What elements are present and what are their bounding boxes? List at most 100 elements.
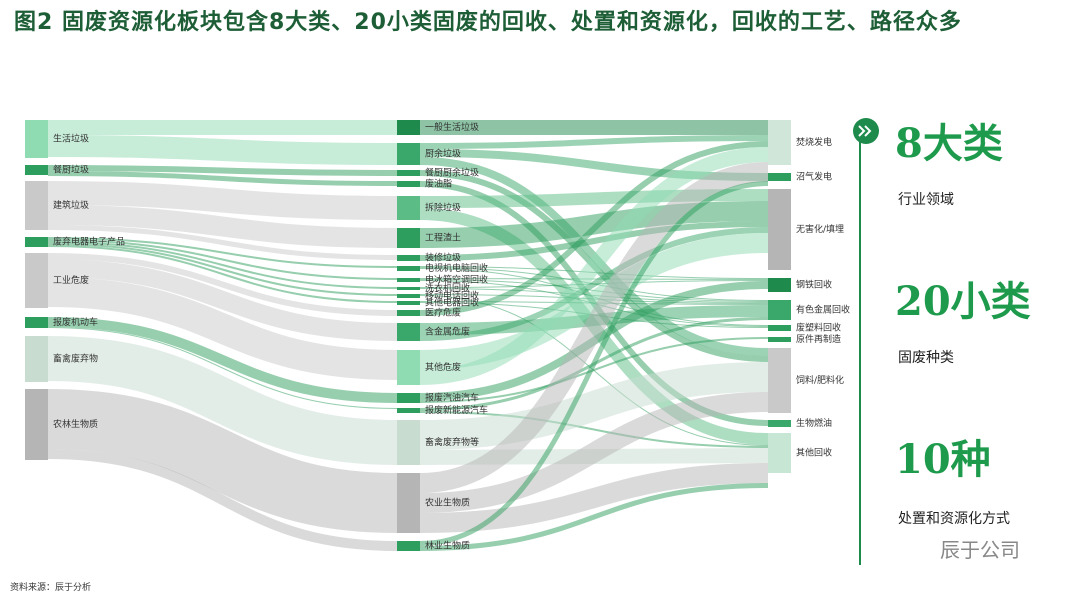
link (47, 389, 398, 533)
node (25, 389, 48, 460)
node-label: 工业危废 (53, 274, 89, 286)
link (47, 449, 398, 551)
node-label: 无害化/填埋 (796, 223, 844, 235)
node-label: 有色金属回收 (796, 304, 850, 316)
node (768, 325, 791, 331)
node (397, 350, 420, 385)
node-label: 畜禽废弃物等 (425, 436, 479, 448)
link (419, 149, 769, 181)
stat-big: 8大类 (895, 120, 1003, 167)
node (25, 237, 48, 247)
node-label: 其他回收 (796, 447, 832, 459)
node-label: 装修垃圾 (425, 252, 461, 264)
node-label: 电视机电脑回收 (425, 262, 488, 274)
node-label: 畜禽废弃物 (53, 353, 98, 365)
node-label: 建筑垃圾 (53, 199, 89, 211)
node-label: 林业生物质 (425, 540, 470, 552)
node (768, 433, 791, 473)
link (47, 241, 398, 289)
node-label: 农林生物质 (53, 418, 98, 430)
link (47, 277, 398, 380)
node (397, 420, 420, 465)
node (397, 294, 420, 298)
node (397, 393, 420, 403)
node (25, 336, 48, 382)
node-label: 含金属危废 (425, 326, 470, 338)
node-label: 洗衣机回收 (425, 282, 470, 294)
link (47, 259, 398, 341)
link (47, 135, 398, 165)
link (419, 227, 769, 341)
node (768, 420, 791, 427)
link (47, 165, 398, 176)
node-label: 报废汽油汽车 (425, 392, 479, 404)
link (419, 141, 769, 316)
link (419, 362, 769, 450)
link (47, 253, 398, 316)
node-label: 医疗危废 (425, 307, 461, 319)
stat-big: 20小类 (895, 278, 1031, 325)
node-label: 钢铁回收 (796, 279, 832, 291)
node-label: 餐厨厨余垃圾 (425, 167, 479, 179)
node (25, 120, 48, 158)
node-label: 原件再制造 (796, 333, 841, 345)
node-label: 其他危废 (425, 361, 461, 373)
node (397, 301, 420, 305)
title: 图2 固废资源化板块包含8大类、20小类固废的回收、处置和资源化，回收的工艺、路… (14, 10, 962, 35)
link (47, 237, 398, 268)
node-label: 工程渣土 (425, 232, 461, 244)
link (419, 463, 769, 533)
link (47, 317, 398, 403)
node (768, 189, 791, 270)
node-label: 饲料/肥料化 (796, 374, 844, 386)
node (768, 278, 791, 292)
link (419, 181, 769, 546)
link (419, 483, 769, 551)
node (397, 541, 420, 551)
link (47, 336, 398, 465)
link (47, 225, 398, 260)
link (419, 135, 769, 149)
node-label: 拆除垃圾 (425, 202, 461, 214)
node (397, 143, 420, 165)
node-label: 一般生活垃圾 (425, 121, 479, 133)
node (397, 287, 420, 290)
stat-label: 固废种类 (898, 350, 954, 366)
icon (853, 118, 879, 144)
node (397, 255, 420, 261)
link (47, 239, 398, 280)
node-label: 农业生物质 (425, 497, 470, 509)
node (25, 165, 48, 175)
node-label: 废塑料回收 (796, 322, 841, 334)
node-label: 餐厨垃圾 (53, 164, 89, 176)
node-label: 移动电话回收 (425, 290, 479, 302)
node-label: 废油脂 (425, 178, 452, 190)
node (768, 300, 791, 320)
node (397, 278, 420, 282)
node-label: 焚烧发电 (796, 136, 832, 148)
node (768, 337, 791, 342)
node (397, 181, 420, 187)
node-label: 电冰箱空调回收 (425, 274, 488, 286)
stat-big: 10种 (895, 436, 991, 483)
link (419, 411, 769, 448)
link (419, 392, 769, 513)
link (419, 337, 769, 403)
link (47, 205, 398, 248)
node-label: 生物燃油 (796, 417, 832, 429)
node (768, 173, 791, 181)
node-label: 其他电器回收 (425, 297, 479, 309)
node (25, 253, 48, 308)
node (768, 120, 791, 165)
node (397, 228, 420, 248)
link (47, 327, 398, 409)
node-label: 报废新能源汽车 (425, 404, 488, 416)
node-label: 废弃电器电子产品 (53, 236, 125, 248)
node (768, 348, 791, 413)
link (47, 245, 398, 303)
link (419, 278, 769, 280)
node-label: 厨余垃圾 (425, 148, 461, 160)
